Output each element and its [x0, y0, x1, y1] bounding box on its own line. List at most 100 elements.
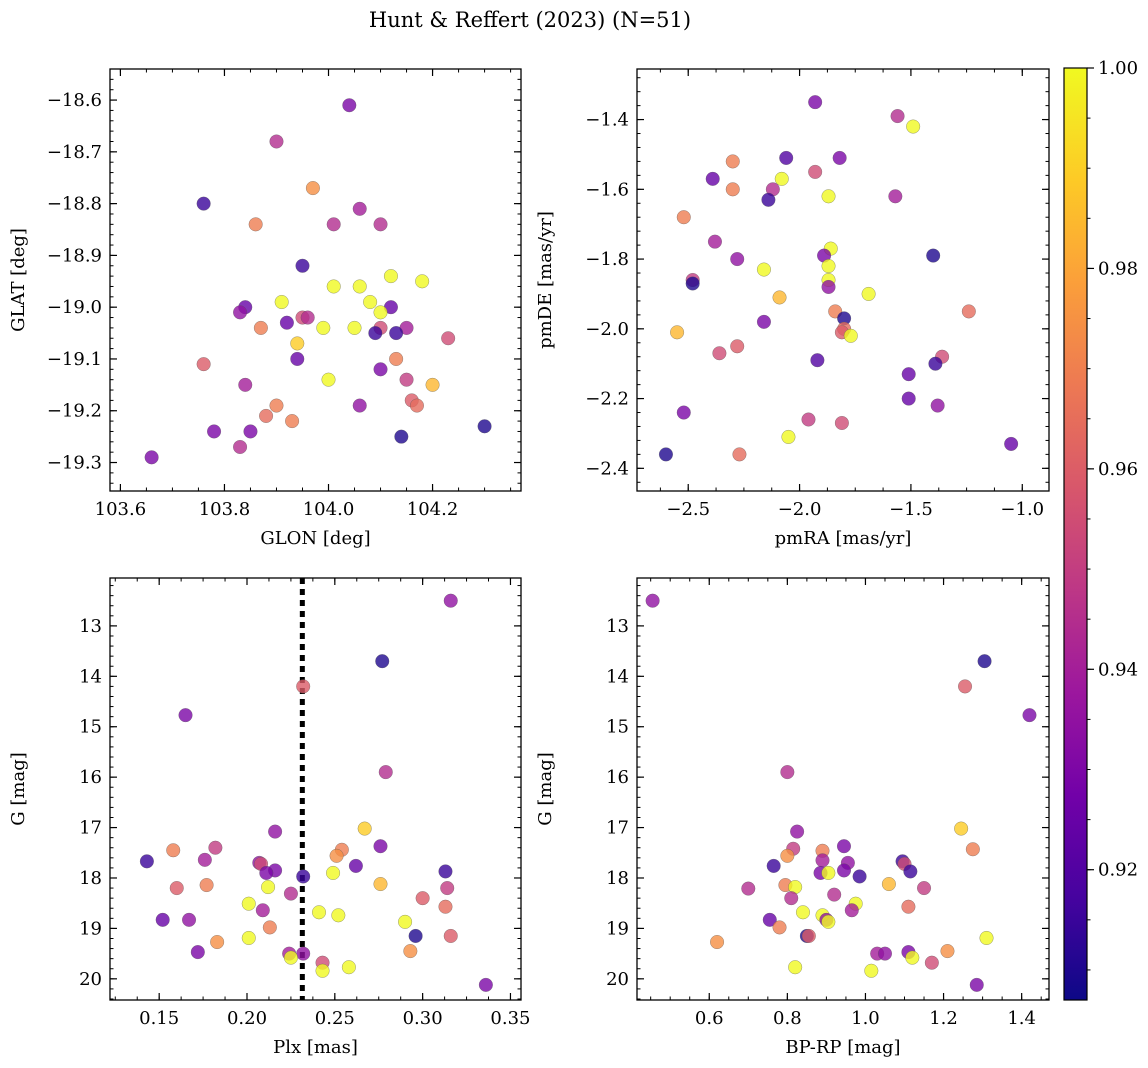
scatter-point — [409, 398, 424, 413]
scatter-point — [821, 258, 836, 274]
scatter-point — [784, 891, 799, 906]
scatter-point — [210, 934, 225, 950]
scatter-point — [274, 294, 289, 310]
y-tick-label: 15 — [606, 717, 629, 738]
scatter-point — [326, 865, 341, 880]
x-tick-label: −1.5 — [889, 499, 933, 520]
scatter-point — [762, 912, 777, 927]
scatter-point — [834, 415, 849, 431]
scatter-point — [730, 252, 745, 267]
y-tick-label: −19.3 — [47, 453, 102, 474]
scatter-point — [155, 912, 170, 927]
scatter-point — [725, 182, 740, 197]
scatter-point — [241, 930, 256, 946]
scatter-point — [954, 821, 969, 836]
scatter-point — [373, 362, 388, 377]
scatter-point — [861, 286, 876, 302]
x-tick-label: 103.8 — [199, 499, 251, 520]
x-tick-label: 104.2 — [407, 499, 459, 520]
scatter-point — [788, 960, 803, 975]
scatter-point — [352, 201, 367, 216]
scatter-point — [438, 864, 453, 879]
x-tick-label: 0.15 — [139, 1008, 179, 1029]
scatter-point — [241, 896, 256, 911]
scatter-point — [196, 196, 211, 211]
y-tick-label: 20 — [606, 969, 629, 990]
scatter-point — [326, 217, 341, 232]
minor-ticks — [110, 578, 521, 1000]
x-tick-label: 103.6 — [95, 499, 147, 520]
colorbar-tick-label: 0.92 — [1098, 860, 1138, 881]
x-tick-label: 104.0 — [303, 499, 355, 520]
y-tick-label: −18.9 — [47, 245, 102, 266]
y-tick-label: 16 — [606, 767, 629, 788]
y-tick-label: −1.8 — [585, 249, 629, 270]
scatter-point — [357, 821, 372, 836]
scatter-point — [169, 881, 184, 896]
y-tick-label: 16 — [79, 767, 102, 788]
scatter-point — [208, 840, 223, 855]
scatter-point — [772, 290, 787, 305]
scatter-point — [283, 886, 298, 901]
panel-glon-glat: 103.6 103.8 104.0 104.2 −18.6 −18.7 −18.8 −18.9… — [8, 68, 522, 549]
scatter-point — [300, 310, 315, 325]
scatter-point — [924, 955, 939, 970]
scatter-point — [888, 189, 903, 204]
scatter-point — [352, 398, 367, 413]
scatter-point — [438, 899, 453, 914]
scatter-point — [403, 944, 418, 959]
y-tick-label: 17 — [606, 818, 629, 839]
scatter-point — [930, 398, 945, 413]
scatter-point — [315, 963, 330, 978]
scatter-point — [732, 447, 747, 462]
y-tick-label: −2.0 — [585, 319, 629, 340]
scatter-point — [821, 865, 836, 880]
scatter-point — [342, 98, 357, 113]
scatter-point — [821, 189, 836, 204]
scatter-point — [262, 920, 277, 935]
minor-ticks — [110, 68, 521, 491]
scatter-point — [670, 325, 685, 340]
scatter-point — [295, 258, 310, 273]
scatter-point — [928, 356, 943, 371]
scatter-point — [756, 314, 771, 329]
scatter-point — [415, 891, 430, 906]
scatter-point — [877, 946, 893, 961]
scatter-point — [305, 181, 320, 196]
scatter-point — [311, 905, 327, 920]
x-tick-label: 1.4 — [1007, 1008, 1036, 1029]
y-tick-label: 18 — [606, 868, 629, 889]
scatter-point — [207, 424, 222, 439]
scatter-point — [881, 876, 896, 892]
x-axis-label: GLON [deg] — [260, 528, 370, 549]
scatter-point — [821, 914, 836, 929]
scatter-point — [373, 876, 388, 892]
x-tick-label: 0.8 — [773, 1008, 802, 1029]
scatter-point — [425, 377, 440, 392]
x-tick-label: −2.0 — [778, 499, 822, 520]
colorbar-tick-label: 0.98 — [1098, 258, 1138, 279]
scatter-point — [676, 210, 691, 225]
panel-pmra-pmde: −2.5 −2.0 −1.5 −1.0 −1.4 −1.6 −1.8 −2.0 −2.2 −2.4… — [535, 68, 1050, 549]
scatter-point — [658, 447, 674, 462]
scatter-point — [810, 353, 825, 368]
scatter-point — [761, 192, 776, 207]
scatter-point — [233, 305, 248, 320]
scatter-point — [181, 912, 197, 927]
plot-frame — [109, 577, 522, 1001]
scatter-point — [443, 593, 458, 608]
scatter-point — [408, 928, 423, 944]
scatter-point — [316, 320, 331, 335]
scatter-point — [808, 164, 823, 179]
scatter-point — [808, 95, 823, 110]
scatter-point — [905, 950, 920, 965]
scatter-point — [940, 944, 955, 959]
y-tick-label: 19 — [79, 918, 102, 939]
y-tick-label: 19 — [606, 918, 629, 939]
scatter-point — [965, 842, 980, 857]
y-tick-label: −1.4 — [585, 110, 629, 131]
scatter-point — [373, 839, 388, 854]
scatter-point — [780, 765, 795, 780]
x-tick-label: 1.2 — [929, 1008, 958, 1029]
